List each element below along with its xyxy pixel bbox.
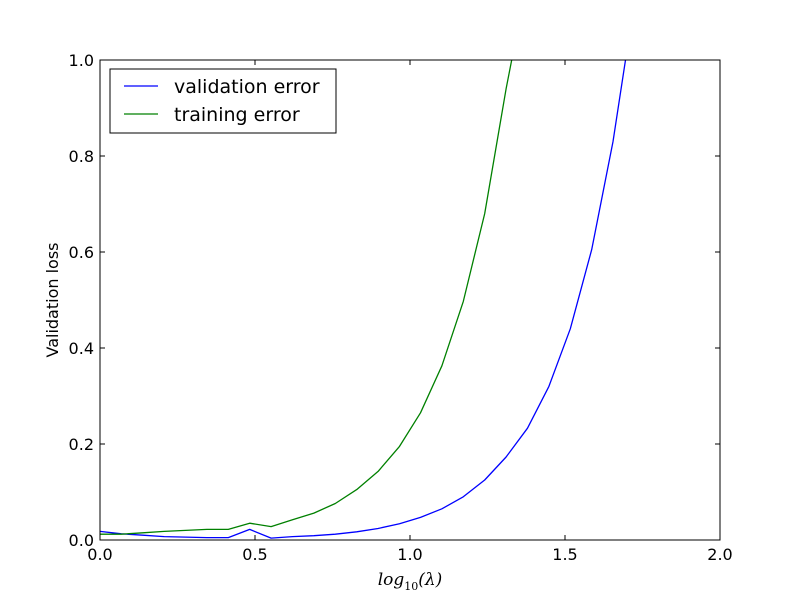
- x-tick-label: 2.0: [707, 545, 732, 564]
- y-tick-label: 0.0: [69, 531, 94, 550]
- x-tick-label: 0.5: [242, 545, 267, 564]
- x-tick-label: 0.0: [87, 545, 112, 564]
- series-line-training-error: [100, 60, 513, 535]
- legend: validation error training error: [109, 68, 337, 134]
- x-axis-label-argument: (λ): [418, 570, 442, 590]
- legend-label-validation-error: validation error: [174, 76, 320, 98]
- y-axis-label: Validation loss: [43, 243, 62, 358]
- ticks-layer: [99, 59, 721, 541]
- y-tick-label: 0.8: [69, 147, 94, 166]
- tick-labels-layer: 0.0 0.5 1.0 1.5 2.0 0.0 0.2 0.4 0.6 0.8 1.0: [69, 51, 733, 564]
- x-axis-label-base: log: [378, 570, 405, 590]
- x-tick-label: 1.0: [397, 545, 422, 564]
- y-tick-label: 1.0: [69, 51, 94, 70]
- series-line-validation-error: [100, 60, 627, 539]
- legend-box: [109, 68, 337, 134]
- x-tick-label: 1.5: [552, 545, 577, 564]
- x-axis-label-subscript: 10: [404, 580, 418, 593]
- series-layer: [100, 60, 627, 539]
- x-axis-label: log10(λ): [378, 570, 443, 593]
- y-tick-label: 0.4: [69, 339, 94, 358]
- legend-label-training-error: training error: [174, 104, 300, 126]
- y-tick-label: 0.6: [69, 243, 94, 262]
- y-tick-label: 0.2: [69, 435, 94, 454]
